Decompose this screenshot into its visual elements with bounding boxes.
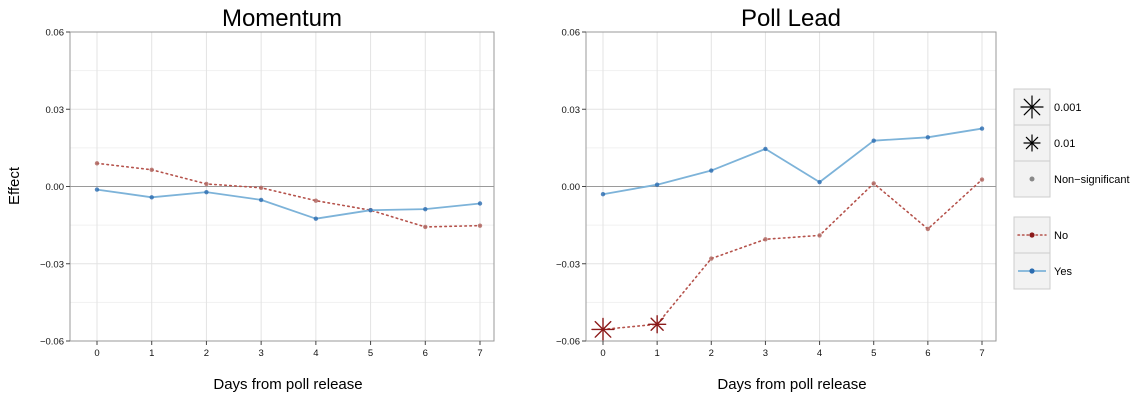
data-point-no-sig-001	[647, 315, 667, 334]
data-point-no-sig-0001	[591, 317, 615, 342]
x-tick-label: 1	[654, 348, 659, 359]
x-tick-label: 4	[817, 348, 822, 359]
x-tick-label: 0	[600, 348, 605, 359]
data-point-yes	[817, 179, 822, 185]
data-point-yes	[925, 135, 931, 140]
series-line-no	[96, 162, 481, 228]
x-tick-label: 2	[709, 348, 714, 359]
data-point-no	[817, 233, 822, 238]
x-tick-label: 1	[149, 348, 154, 359]
legend-label-no: No	[1054, 230, 1068, 242]
x-tick-label: 3	[763, 348, 768, 359]
panel-momentum-title: Momentum	[222, 5, 342, 32]
data-point-no	[94, 161, 100, 166]
x-tick-label: 6	[925, 348, 930, 359]
panel-poll-lead-x-axis-label: Days from poll release	[717, 376, 866, 393]
legend-groups: No Yes	[1013, 216, 1072, 290]
series-line-yes	[602, 127, 983, 196]
data-point-yes	[654, 182, 660, 187]
y-tick-label: −0.06	[556, 337, 580, 348]
y-tick-label: 0.03	[562, 105, 581, 116]
legend-no-dot	[1029, 232, 1035, 238]
large-asterisk-icon	[1020, 95, 1044, 119]
panel-poll-lead-series	[591, 126, 985, 342]
dot-icon	[1029, 176, 1035, 182]
panel-momentum-x-ticks: 0 1 2 3 4 5 6 7	[94, 341, 483, 359]
legend-label-001: 0.01	[1054, 138, 1075, 150]
y-tick-label: 0.06	[562, 28, 581, 39]
x-tick-label: 3	[258, 348, 263, 359]
data-point-no	[423, 224, 428, 230]
y-tick-label: −0.03	[40, 259, 64, 270]
x-tick-label: 6	[423, 348, 428, 359]
data-point-yes	[204, 189, 209, 195]
data-point-no	[925, 226, 931, 232]
data-point-yes	[313, 216, 319, 221]
legend-label-yes: Yes	[1054, 266, 1072, 278]
panel-poll-lead-title: Poll Lead	[741, 5, 841, 32]
large-asterisk-icon-shape	[1020, 95, 1044, 119]
data-point-no	[149, 167, 154, 172]
data-point-no	[204, 181, 209, 187]
x-tick-label: 7	[477, 348, 482, 359]
legend-yes-dot	[1029, 268, 1035, 274]
data-point-yes	[979, 126, 985, 131]
panel-momentum-series	[94, 161, 483, 230]
y-tick-label: −0.06	[40, 337, 64, 348]
legend-significance: 0.001 0.01 Non−significant	[1013, 88, 1130, 198]
data-point-yes	[709, 168, 714, 173]
small-asterisk-icon	[1023, 134, 1041, 152]
y-tick-label: 0.00	[46, 182, 65, 193]
legend-label-ns: Non−significant	[1054, 174, 1130, 186]
x-tick-label: 2	[204, 348, 209, 359]
legend-label-0001: 0.001	[1054, 102, 1082, 114]
data-point-no	[258, 185, 264, 190]
panel-poll-lead-x-ticks: 0 1 2 3 4 5 6 7	[600, 341, 985, 359]
data-point-yes	[368, 207, 373, 213]
legend-key-box-ns	[1013, 160, 1051, 198]
panel-poll-lead: 0.06 0.03 0.00 −0.03 −0.06 0 1 2 3 4 5 6 7 Poll Lea…	[556, 5, 997, 393]
data-point-no	[709, 256, 714, 261]
x-tick-label: 5	[368, 348, 373, 359]
data-point-yes	[763, 146, 768, 152]
panel-momentum-x-axis-label: Days from poll release	[213, 376, 362, 393]
y-tick-label: 0.03	[46, 105, 65, 116]
x-tick-label: 4	[313, 348, 318, 359]
y-tick-label: −0.03	[556, 259, 580, 270]
data-point-no	[871, 181, 876, 186]
shared-y-axis-label: Effect	[6, 166, 23, 205]
data-point-yes	[94, 187, 100, 192]
y-tick-label: 0.00	[562, 182, 581, 193]
data-point-no	[477, 223, 483, 228]
series-line-yes	[96, 188, 481, 220]
panel-poll-lead-y-ticks: 0.06 0.03 0.00 −0.03 −0.06	[556, 28, 586, 348]
data-point-no	[313, 198, 319, 203]
data-point-yes	[423, 206, 428, 212]
x-tick-label: 5	[871, 348, 876, 359]
data-point-no	[979, 177, 985, 182]
data-point-yes	[871, 138, 876, 143]
panel-momentum-y-ticks: 0.06 0.03 0.00 −0.03 −0.06	[40, 28, 70, 348]
x-tick-label: 7	[979, 348, 984, 359]
small-asterisk-icon-shape	[1023, 134, 1041, 152]
x-tick-label: 0	[94, 348, 99, 359]
data-point-yes	[477, 201, 483, 206]
data-point-yes	[149, 195, 154, 200]
panel-momentum: 0.06 0.03 0.00 −0.03 −0.06 0 1 2 3 4 5 6 7 Momentum…	[40, 5, 495, 393]
data-point-yes	[258, 197, 264, 203]
y-tick-label: 0.06	[46, 28, 65, 39]
data-point-yes	[600, 192, 606, 197]
series-line-no	[602, 178, 983, 331]
data-point-no	[763, 237, 768, 242]
